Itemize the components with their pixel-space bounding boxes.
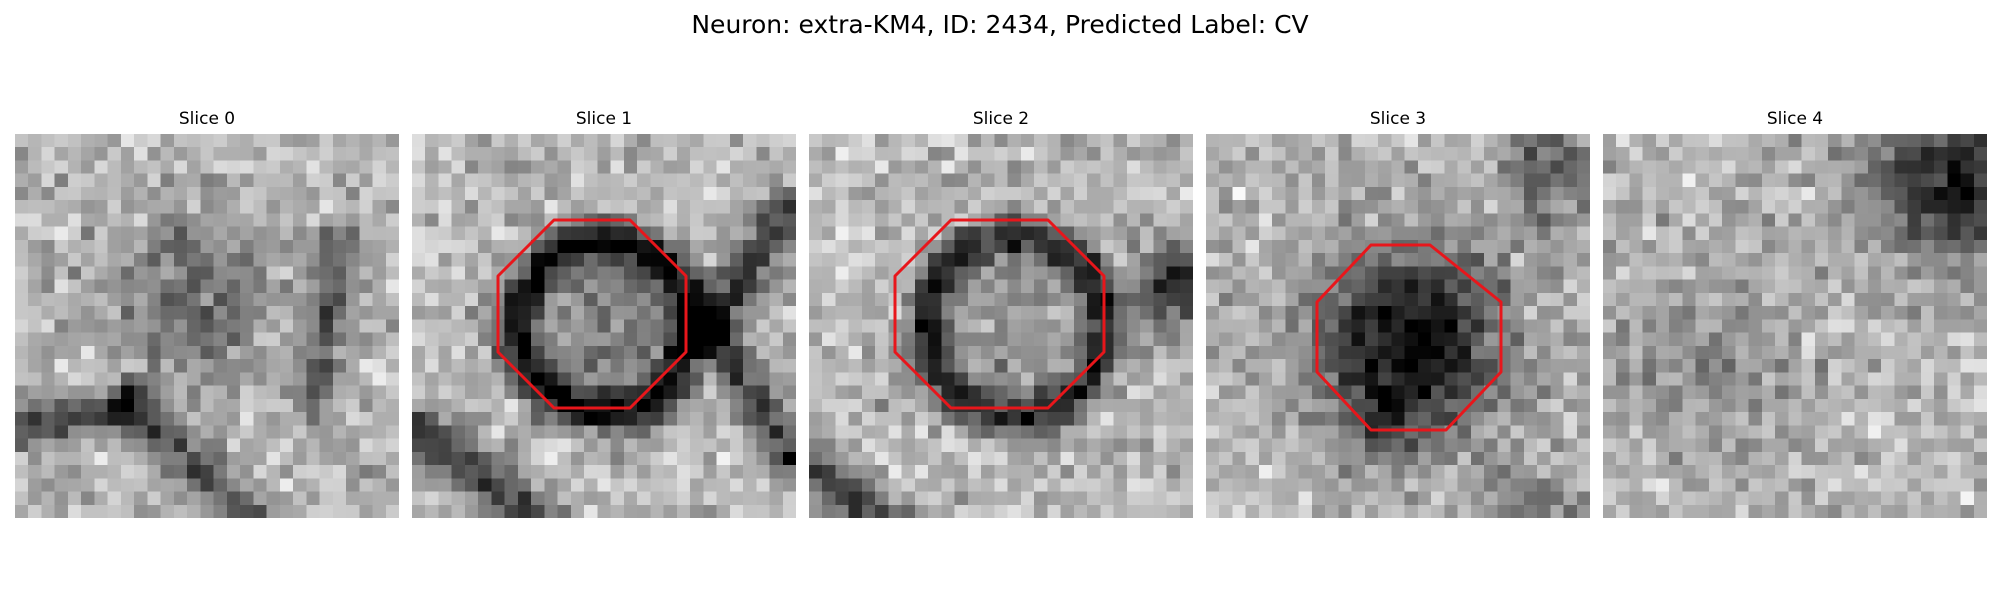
slice-title-4: Slice 4 [1766,109,1824,129]
cell-outline-octagon-1 [496,218,688,410]
slice-image-3 [1206,134,1590,518]
slice-image-0 [15,134,399,518]
slice-image-1 [412,134,796,518]
slice-title-3: Slice 3 [1369,109,1427,129]
figure-title: Neuron: extra-KM4, ID: 2434, Predicted L… [691,10,1309,39]
cell-outline-octagon-2 [893,218,1106,410]
slice-title-1: Slice 1 [575,109,633,129]
slice-image-4 [1603,134,1987,518]
cell-outline-octagon-3 [1315,243,1503,432]
slice-title-2: Slice 2 [972,109,1030,129]
slice-image-2 [809,134,1193,518]
slice-title-0: Slice 0 [178,109,236,129]
